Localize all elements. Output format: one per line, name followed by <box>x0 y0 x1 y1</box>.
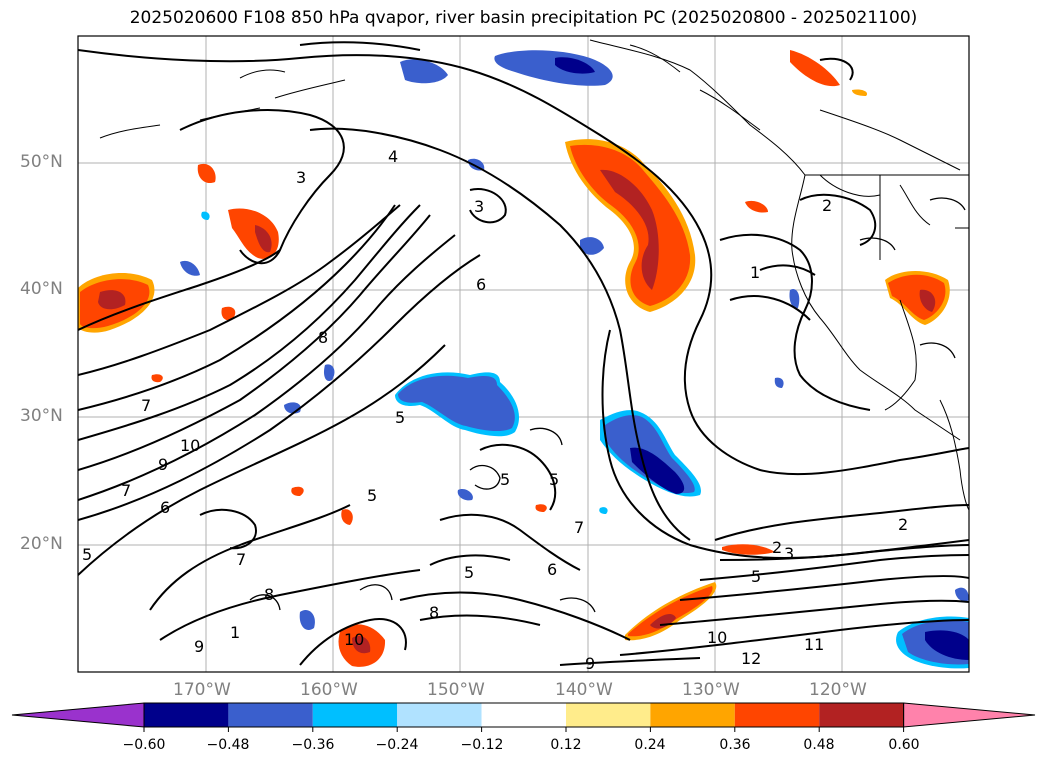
lon-label-140w: 140°W <box>555 680 613 700</box>
contour-label-5-west: 5 <box>82 545 92 564</box>
qvapor-contours-thin <box>249 197 966 613</box>
contour-label: 10 <box>180 436 200 455</box>
lat-label-30n: 30°N <box>20 406 63 426</box>
colorbar-tick-label: −0.60 <box>122 737 166 753</box>
contour-label: 7 <box>141 396 151 415</box>
colorbar-cell <box>819 703 904 727</box>
colorbar-cell <box>312 703 398 727</box>
contour-label: 2 <box>772 538 782 557</box>
contour-label: 7 <box>574 518 584 537</box>
contour-label: 8 <box>429 603 439 622</box>
colorbar-cell <box>566 703 651 727</box>
contour-label: 10 <box>707 628 727 647</box>
contour-label: 10 <box>344 630 364 649</box>
contour-label: 6 <box>160 498 170 517</box>
colorbar-extend-low <box>11 702 145 728</box>
contour-label: 3 <box>474 197 484 216</box>
contour-label: 6 <box>547 560 557 579</box>
contour-label: 9 <box>585 654 595 673</box>
contour-label: 12 <box>741 649 761 668</box>
colorbar-tick-label: 0.48 <box>803 737 835 753</box>
contour-label: 5 <box>395 408 405 427</box>
contour-label-2-east: 2 <box>898 515 908 534</box>
contour-label: 7 <box>236 550 246 569</box>
contour-label: 1 <box>750 263 760 282</box>
graticule <box>78 36 969 672</box>
contour-label: 5 <box>549 470 559 489</box>
map-frame <box>77 35 970 673</box>
colorbar-cell <box>228 703 313 727</box>
contour-label: 11 <box>804 635 824 654</box>
contour-label: 8 <box>264 585 274 604</box>
contour-label: 9 <box>158 455 168 474</box>
colorbar-cell <box>397 703 482 727</box>
lon-label-170w: 170°W <box>173 680 231 700</box>
colorbar-tick-label: −0.36 <box>291 737 335 753</box>
colorbar-cell <box>734 703 820 727</box>
lon-label-130w: 130°W <box>682 680 740 700</box>
contour-label: 1 <box>230 623 240 642</box>
positive-precip-shading <box>78 50 950 667</box>
colorbar-cell <box>650 703 735 727</box>
lat-label-40n: 40°N <box>20 279 63 299</box>
negative-anomaly-north <box>494 50 613 86</box>
colorbar-tick-label: 0.12 <box>550 737 582 753</box>
contour-labels: 4 3 3 6 8 7 10 9 7 6 5 5 5 5 7 5 6 8 9 8… <box>121 147 832 673</box>
contour-label: 3 <box>296 168 306 187</box>
lat-label-50n: 50°N <box>20 152 63 172</box>
lon-label-160w: 160°W <box>300 680 358 700</box>
map-title: 2025020600 F108 850 hPa qvapor, river ba… <box>129 8 918 28</box>
contour-label: 2 <box>822 196 832 215</box>
colorbar <box>11 702 1036 732</box>
colorbar-tick-label: −0.24 <box>375 737 419 753</box>
lon-label-120w: 120°W <box>809 680 867 700</box>
colorbar-extend-high <box>903 702 1036 728</box>
map-background <box>78 36 969 672</box>
negative-precip-shading <box>180 50 969 669</box>
contour-label: 4 <box>388 147 398 166</box>
qvapor-contours <box>78 41 969 666</box>
colorbar-cell <box>144 703 229 727</box>
colorbar-tick-label: 0.60 <box>888 737 920 753</box>
colorbar-tick-label: −0.48 <box>206 737 250 753</box>
contour-label: 9 <box>194 637 204 656</box>
contour-label: 8 <box>318 328 328 347</box>
colorbar-cell <box>481 703 566 727</box>
contour-label: 6 <box>476 275 486 294</box>
colorbar-tick-label: 0.36 <box>719 737 751 753</box>
colorbar-tick-label: 0.24 <box>634 737 666 753</box>
contour-label: 5 <box>367 486 377 505</box>
contour-label: 3 <box>784 544 794 563</box>
lat-label-20n: 20°N <box>20 534 63 554</box>
coastlines <box>99 39 969 511</box>
colorbar-tick-label: −0.12 <box>460 737 504 753</box>
contour-label: 5 <box>464 563 474 582</box>
contour-label: 5 <box>500 470 510 489</box>
contour-label: 7 <box>121 481 131 500</box>
contour-label: 5 <box>751 567 761 586</box>
lon-label-150w: 150°W <box>427 680 485 700</box>
